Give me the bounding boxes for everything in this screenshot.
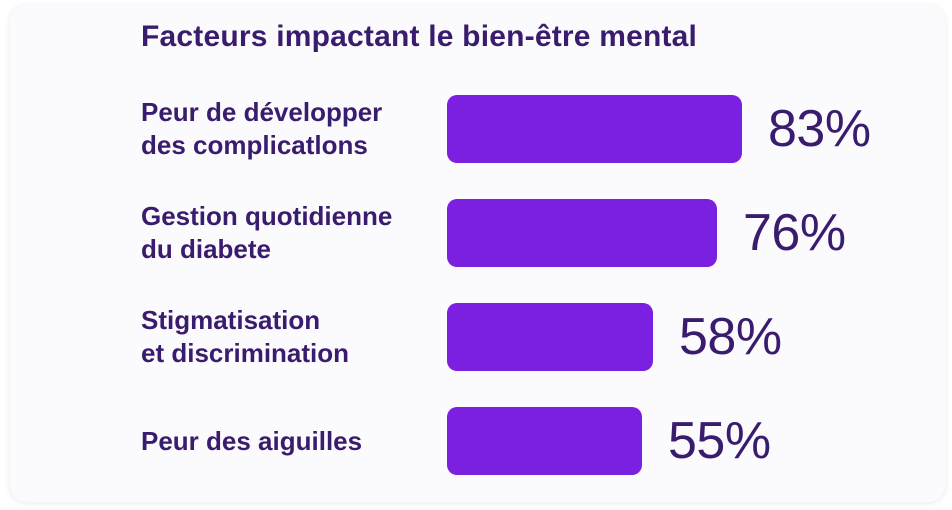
bar-value-complications: 83% — [768, 100, 871, 158]
bar-label-gestion: Gestion quotidienne du diabete — [141, 201, 393, 264]
bar-label-complications: Peur de développer des complicatlons — [141, 97, 383, 160]
chart-card: Facteurs impactant le bien-être mental P… — [10, 5, 945, 502]
bar-value-gestion: 76% — [743, 204, 846, 262]
bar-value-stigmatisation: 58% — [679, 308, 782, 366]
bar-label-aiguilles: Peur des aiguilles — [141, 425, 363, 456]
bar-row-gestion: Gestion quotidienne du diabete 76% — [141, 199, 945, 267]
bar-complications — [447, 95, 742, 163]
bar-row-stigmatisation: Stigmatisation et discrimination 58% — [141, 303, 945, 371]
bar-rows: Peur de développer des complicatlons 83%… — [141, 95, 945, 475]
bar-gestion — [447, 199, 717, 267]
bar-row-complications: Peur de développer des complicatlons 83% — [141, 95, 945, 163]
bar-stigmatisation — [447, 303, 653, 371]
bar-aiguilles — [447, 407, 642, 475]
bar-value-aiguilles: 55% — [668, 412, 771, 470]
bar-row-aiguilles: Peur des aiguilles 55% — [141, 407, 945, 475]
bar-label-stigmatisation: Stigmatisation et discrimination — [141, 305, 350, 368]
chart-title: Facteurs impactant le bien-être mental — [141, 20, 698, 53]
